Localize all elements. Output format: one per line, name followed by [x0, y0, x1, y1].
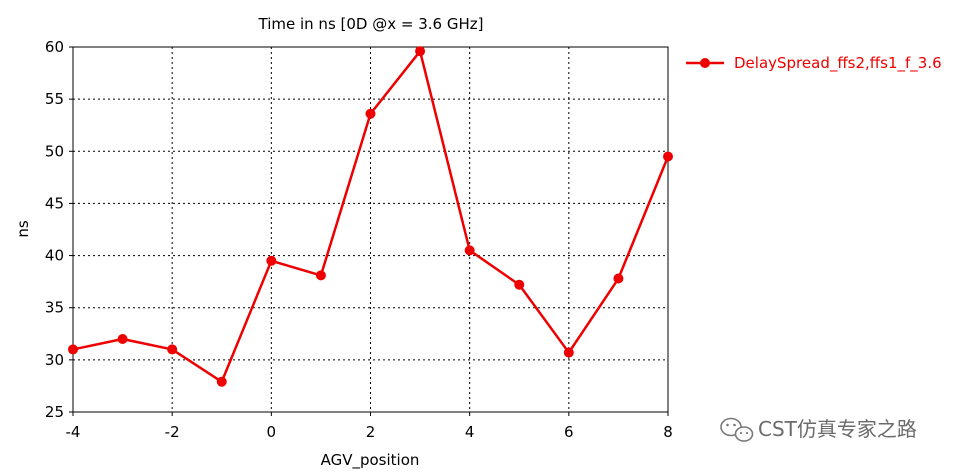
data-point: [563, 347, 574, 358]
y-tick-label: 30: [45, 351, 64, 369]
y-tick-label: 25: [45, 403, 64, 421]
y-tick-label: 50: [45, 142, 64, 160]
wechat-icon: [720, 417, 754, 442]
x-tick-label: -2: [165, 423, 180, 441]
data-point: [315, 270, 326, 281]
legend-label: DelaySpread_ffs2,ffs1_f_3.6: [734, 54, 942, 73]
legend-marker: [700, 58, 710, 68]
x-tick-label: 2: [366, 423, 376, 441]
data-point: [266, 255, 277, 266]
data-point: [216, 376, 227, 387]
y-tick-label: 60: [45, 38, 64, 56]
legend: DelaySpread_ffs2,ffs1_f_3.6: [686, 54, 942, 73]
data-point: [117, 334, 128, 344]
data-point: [415, 46, 426, 57]
x-tick-label: 6: [564, 423, 574, 441]
x-tick-label: -4: [66, 423, 81, 441]
chart-title: Time in ns [0D @x = 3.6 GHz]: [258, 15, 484, 33]
x-tick-label: 4: [465, 423, 475, 441]
y-axis-label: ns: [14, 220, 32, 238]
y-tick-label: 55: [45, 90, 64, 108]
x-tick-label: 0: [267, 423, 277, 441]
y-tick-label: 45: [45, 194, 64, 212]
grid: [73, 47, 668, 412]
x-axis-label: AGV_position: [321, 451, 420, 470]
data-point: [68, 344, 78, 355]
x-tick-label: 8: [663, 423, 673, 441]
axis-ticks: -4 -2 0 2 4 6 8 25 30 35 40 45 50 55 60: [45, 38, 673, 441]
y-tick-label: 35: [45, 299, 64, 317]
data-point: [167, 344, 178, 355]
watermark-text: CST仿真专家之路: [758, 417, 917, 441]
data-point: [464, 245, 475, 256]
watermark: CST仿真专家之路: [720, 417, 917, 442]
series-group: [68, 46, 673, 387]
data-point: [365, 108, 376, 119]
y-tick-label: 40: [45, 247, 64, 265]
data-point: [514, 279, 525, 290]
data-point: [613, 273, 624, 284]
data-point: [663, 151, 673, 162]
